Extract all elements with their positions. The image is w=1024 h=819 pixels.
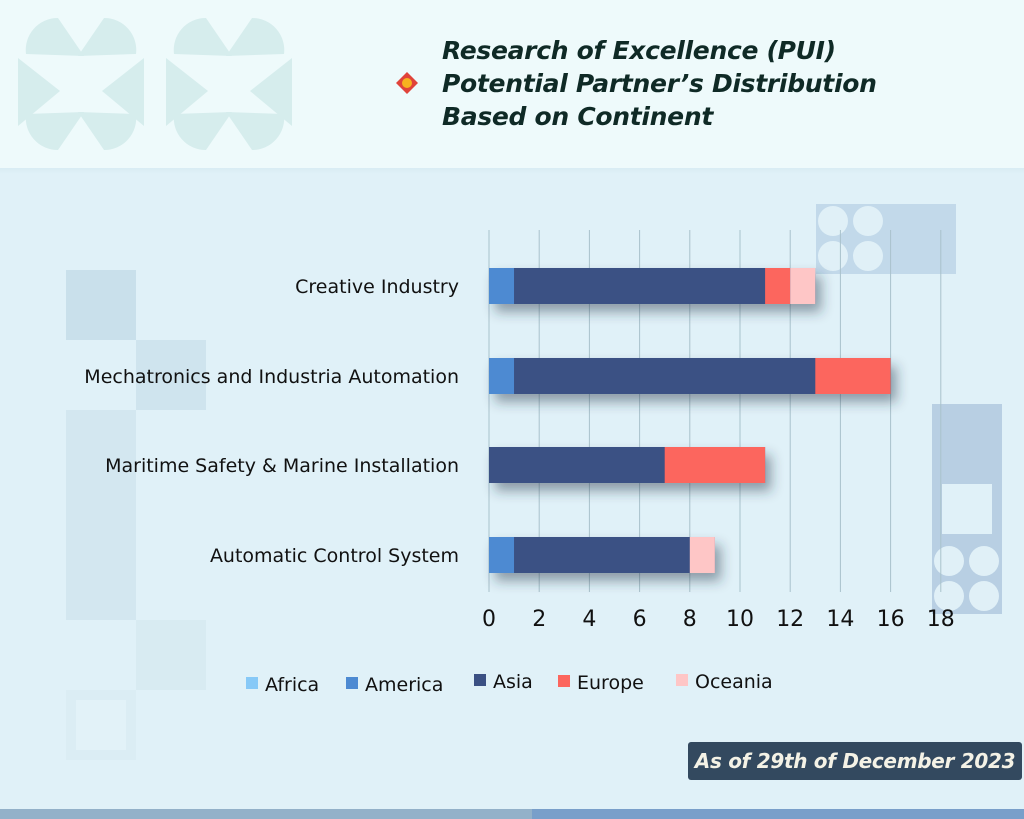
header-divider [0, 168, 1024, 174]
legend-swatch [346, 677, 358, 689]
bar-segment-asia [514, 358, 816, 394]
legend-swatch [558, 675, 570, 687]
bar-segment-america [489, 537, 515, 573]
bar-segment-america [489, 358, 515, 394]
bottom-bar [0, 809, 532, 819]
legend-swatch [676, 674, 688, 686]
bar-segment-europe [765, 268, 791, 304]
bar-segment-asia [514, 537, 690, 573]
x-axis-labels: 0 2 4 6 8 10 12 14 16 18 [482, 607, 955, 632]
x-tick-label: 12 [776, 607, 804, 632]
x-tick-label: 18 [927, 607, 955, 632]
bar-segment-oceania [790, 268, 816, 304]
diamond-bullet-icon [396, 72, 418, 94]
x-tick-label: 4 [582, 607, 596, 632]
bar-segment-america [489, 268, 515, 304]
legend-label: Africa [265, 674, 319, 696]
chart-bars [489, 268, 891, 573]
legend-swatch [474, 674, 486, 686]
decorative-tile [136, 620, 206, 690]
x-tick-label: 10 [726, 607, 754, 632]
decorative-pattern-icon [18, 18, 292, 150]
title-line: Research of Excellence (PUI) [442, 36, 836, 65]
x-tick-label: 6 [633, 607, 647, 632]
bar-segment-asia [489, 447, 665, 483]
chart-title: Research of Excellence (PUI) Potential P… [442, 34, 877, 133]
y-category-label: Maritime Safety & Marine Installation [105, 455, 459, 477]
decorative-tile [942, 484, 992, 534]
bar-segment-asia [514, 268, 766, 304]
bottom-bar [532, 809, 1024, 819]
y-axis-labels: Creative Industry Mechatronics and Indust… [84, 276, 459, 567]
x-tick-label: 8 [683, 607, 697, 632]
decorative-pattern-icon [934, 546, 999, 611]
y-category-label: Mechatronics and Industria Automation [84, 366, 459, 388]
bar-segment-europe [815, 358, 891, 394]
chart-legend: Africa America Asia Europe Oceania [246, 671, 773, 696]
title-line: Based on Continent [442, 102, 713, 131]
legend-swatch [246, 677, 258, 689]
decorative-tile [66, 270, 136, 340]
x-tick-label: 16 [877, 607, 905, 632]
decorative-tile [66, 410, 136, 620]
x-tick-label: 14 [826, 607, 854, 632]
decorative-tile [76, 700, 126, 750]
decorative-tile [136, 340, 206, 410]
x-tick-label: 0 [482, 607, 496, 632]
legend-label: Oceania [695, 671, 773, 693]
date-badge: As of 29th of December 2023 [688, 742, 1022, 780]
y-category-label: Automatic Control System [210, 545, 459, 567]
bar-segment-europe [664, 447, 766, 483]
bar-segment-oceania [689, 537, 715, 573]
legend-label: America [365, 674, 443, 696]
x-tick-label: 2 [532, 607, 546, 632]
legend-label: Asia [493, 671, 533, 693]
title-line: Potential Partner’s Distribution [442, 69, 877, 98]
y-category-label: Creative Industry [295, 276, 459, 298]
legend-label: Europe [577, 672, 644, 694]
